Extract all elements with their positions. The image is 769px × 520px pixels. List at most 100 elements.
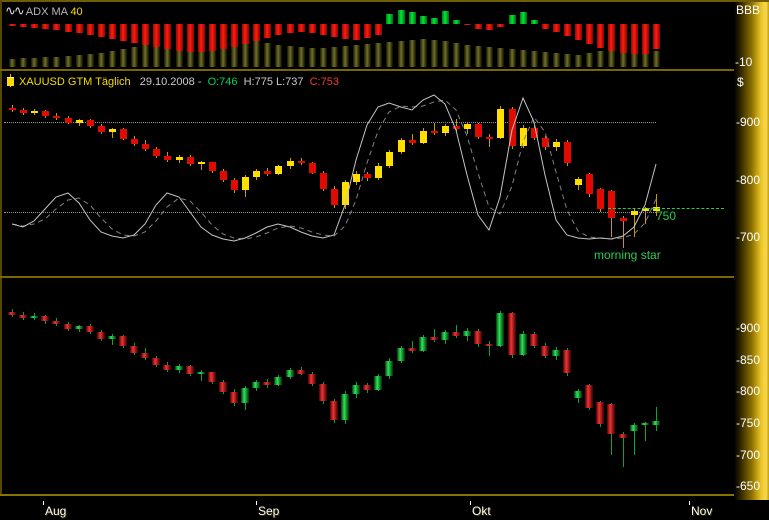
main-chart-panel[interactable] — [0, 71, 734, 276]
candle-body — [131, 139, 138, 144]
oscillator-band-line — [4, 212, 656, 214]
candle-body — [309, 163, 316, 173]
open-value: O:746 — [207, 76, 238, 88]
horizontal-scrollbar[interactable] — [0, 496, 734, 500]
adx-bar — [431, 40, 438, 67]
signal-bar-down — [575, 24, 582, 40]
candle-wick — [34, 109, 35, 115]
candle-wick — [389, 150, 390, 168]
panel-splitter-lower[interactable] — [0, 276, 734, 278]
candle-wick — [589, 384, 590, 410]
candle-body — [163, 365, 171, 370]
candle-wick — [245, 175, 246, 197]
candle-wick — [179, 364, 180, 373]
candle-wick — [234, 389, 235, 406]
candle-body — [31, 111, 38, 113]
window-border-left — [0, 0, 2, 500]
candle-body — [607, 404, 615, 434]
candle-body — [42, 111, 49, 116]
adx-bar — [409, 40, 416, 67]
candle-wick — [623, 216, 624, 248]
adx-bar — [575, 55, 582, 67]
adx-bar — [242, 38, 249, 67]
signal-bar-down — [242, 24, 249, 44]
candle-wick — [45, 315, 46, 324]
adx-bar — [586, 53, 593, 67]
candle-body — [187, 157, 194, 164]
candle-body — [619, 434, 627, 438]
candle-wick — [290, 368, 291, 379]
candle-wick — [512, 312, 513, 358]
adx-bar — [353, 45, 360, 67]
candle-body — [364, 174, 371, 178]
candle-wick — [578, 389, 579, 403]
candle-wick — [345, 180, 346, 209]
candle-wick — [123, 128, 124, 140]
candle-wick — [245, 386, 246, 410]
adx-bar — [386, 42, 393, 67]
signal-bar-down — [9, 24, 16, 26]
signal-bar-down — [586, 24, 593, 44]
candle-body — [330, 401, 338, 420]
signal-bar-down — [287, 24, 294, 33]
candle-wick — [112, 334, 113, 345]
signal-bar-down — [620, 24, 627, 53]
candle-body — [19, 315, 27, 318]
candle-wick — [478, 123, 479, 139]
candle-wick — [12, 105, 13, 112]
adx-bar — [442, 41, 449, 67]
candle-body — [353, 174, 360, 182]
candle-wick — [412, 341, 413, 353]
indicator-panel[interactable] — [0, 2, 734, 69]
candle-body — [520, 128, 527, 146]
candle-wick — [500, 106, 501, 139]
adx-bar — [253, 41, 260, 67]
level-line-label: 750 — [656, 209, 677, 223]
signal-bar-down — [20, 24, 27, 27]
candle-wick — [134, 136, 135, 146]
candle-body — [608, 191, 615, 218]
candle-wick — [56, 113, 57, 120]
time-axis[interactable] — [0, 500, 769, 520]
candle-body — [308, 374, 316, 384]
candle-wick — [45, 110, 46, 118]
candle-body — [398, 140, 405, 152]
candle-body — [642, 208, 649, 211]
candle-wick — [523, 125, 524, 148]
candle-body — [341, 394, 349, 420]
candle-body — [152, 358, 160, 365]
panel-splitter-upper[interactable] — [0, 69, 734, 71]
candle-wick — [156, 147, 157, 158]
candle-body — [631, 211, 638, 215]
stochastic-d-line — [11, 99, 657, 240]
candle-body — [252, 382, 260, 388]
candle-wick — [467, 328, 468, 341]
month-label: Sep — [258, 504, 280, 518]
signal-bar-down — [98, 24, 105, 37]
candle-body — [176, 157, 183, 160]
signal-bar-up — [398, 10, 405, 24]
candle-body — [320, 173, 327, 189]
candle-body — [120, 129, 127, 139]
candle-body — [652, 421, 660, 425]
signal-bar-down — [164, 24, 171, 49]
candle-wick — [434, 123, 435, 135]
signal-bar-down — [486, 24, 493, 30]
candle-wick — [201, 370, 202, 381]
candle-body — [553, 142, 560, 147]
lower-chart-panel[interactable] — [0, 278, 734, 494]
candle-wick — [90, 324, 91, 334]
adx-bar — [420, 39, 427, 67]
candle-body — [420, 131, 427, 143]
candle-wick — [56, 318, 57, 326]
signal-bar-up — [442, 11, 449, 24]
candle-body — [542, 138, 549, 147]
candle-wick — [367, 383, 368, 393]
candle-body — [574, 391, 582, 398]
price-axis[interactable] — [734, 2, 769, 500]
candle-wick — [190, 365, 191, 376]
indicator-title: ADX MA — [25, 6, 68, 18]
main-chart-legend: XAUUSD GTM Täglich 29.10.2008 - O:746 H:… — [6, 74, 339, 88]
candle-body — [253, 171, 260, 177]
adx-bar — [142, 44, 149, 67]
